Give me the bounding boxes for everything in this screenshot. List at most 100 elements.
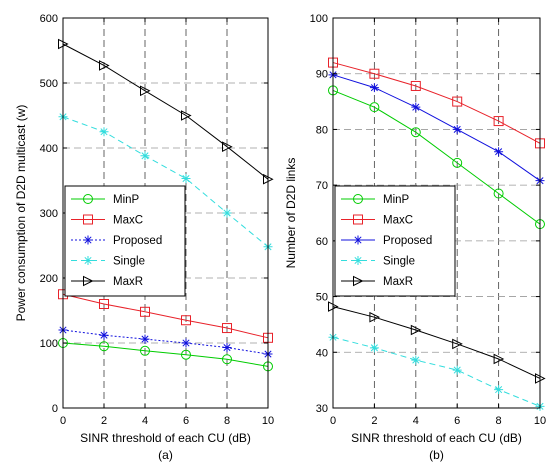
x-tick-label: 8 bbox=[224, 415, 230, 427]
data-point bbox=[99, 60, 110, 71]
data-point bbox=[493, 116, 504, 127]
data-point bbox=[181, 338, 191, 348]
data-point bbox=[181, 349, 191, 360]
legend-box bbox=[334, 185, 456, 297]
data-point bbox=[411, 102, 421, 112]
x-tick-label: 6 bbox=[183, 415, 189, 427]
y-tick-label: 50 bbox=[316, 292, 328, 304]
x-tick-label: 10 bbox=[262, 415, 274, 427]
data-point bbox=[181, 110, 192, 121]
data-point bbox=[222, 343, 232, 353]
y-tick-label: 40 bbox=[316, 347, 328, 359]
legend-marker bbox=[83, 214, 93, 225]
x-tick-label: 4 bbox=[413, 415, 419, 427]
series-minp bbox=[328, 85, 545, 230]
series-line bbox=[332, 89, 541, 225]
y-tick-label: 500 bbox=[40, 78, 58, 90]
x-tick-label: 0 bbox=[60, 415, 66, 427]
y-tick-label: 200 bbox=[40, 273, 58, 285]
data-point bbox=[99, 127, 109, 137]
y-tick-label: 600 bbox=[40, 13, 58, 25]
data-point bbox=[369, 68, 380, 79]
data-point bbox=[140, 85, 151, 97]
data-point bbox=[493, 353, 505, 365]
legend-entry-minp: MinP bbox=[383, 194, 410, 206]
data-point bbox=[140, 345, 150, 356]
legend-entry-maxc: MaxC bbox=[113, 215, 143, 227]
data-point bbox=[99, 299, 109, 309]
legend-marker bbox=[353, 214, 363, 225]
legend-marker bbox=[83, 275, 94, 287]
y-axis-label: Power consumption of D2D multicast (w) bbox=[14, 105, 28, 322]
data-point bbox=[452, 338, 463, 350]
x-tick-label: 2 bbox=[371, 415, 377, 427]
x-tick-label: 8 bbox=[496, 415, 502, 427]
legend-marker bbox=[353, 256, 363, 265]
data-point bbox=[494, 385, 504, 395]
legend-entry-single: Single bbox=[113, 256, 145, 268]
y-tick-label: 90 bbox=[316, 69, 328, 81]
data-point bbox=[140, 306, 150, 317]
data-point bbox=[410, 127, 421, 138]
series-maxc bbox=[328, 57, 545, 149]
data-point bbox=[181, 315, 191, 326]
y-tick-label: 100 bbox=[40, 338, 58, 350]
x-axis-label: SINR threshold of each CU (dB) bbox=[351, 431, 522, 445]
legend-entry-minp: MinP bbox=[113, 194, 140, 206]
data-point bbox=[369, 102, 380, 113]
y-tick-label: 0 bbox=[52, 403, 58, 415]
x-tick-label: 6 bbox=[454, 415, 460, 427]
y-tick-label: 60 bbox=[316, 236, 328, 248]
axes-frame bbox=[332, 17, 541, 409]
series-line bbox=[62, 342, 269, 367]
y-tick-label: 70 bbox=[316, 180, 328, 192]
legend: MinP MaxC Proposed Single MaxR bbox=[64, 185, 186, 297]
data-point bbox=[222, 208, 232, 218]
legend-entry-proposed: Proposed bbox=[113, 235, 162, 247]
data-point bbox=[140, 151, 150, 161]
data-point bbox=[494, 147, 504, 157]
legend-marker bbox=[353, 275, 364, 287]
y-tick-label: 30 bbox=[316, 403, 328, 415]
legend-marker bbox=[83, 256, 93, 265]
data-point bbox=[369, 83, 379, 93]
data-point bbox=[452, 124, 462, 134]
legend-marker bbox=[353, 194, 363, 204]
series-line bbox=[62, 293, 269, 339]
series-line bbox=[332, 74, 541, 182]
x-tick-label: 4 bbox=[142, 415, 148, 427]
data-point bbox=[452, 157, 463, 168]
series-line bbox=[62, 116, 269, 248]
series-line bbox=[332, 62, 541, 144]
data-point bbox=[140, 334, 150, 344]
data-point bbox=[410, 324, 422, 336]
data-point bbox=[493, 188, 504, 199]
y-tick-label: 100 bbox=[310, 13, 328, 25]
data-point bbox=[222, 354, 232, 365]
legend-marker bbox=[353, 235, 363, 245]
legend-marker bbox=[83, 194, 93, 204]
y-tick-label: 400 bbox=[40, 143, 58, 155]
legend-entry-maxr: MaxR bbox=[113, 276, 143, 288]
data-point bbox=[99, 330, 109, 340]
series-line bbox=[332, 306, 541, 379]
legend-entry-single: Single bbox=[383, 256, 415, 268]
data-point bbox=[181, 174, 191, 184]
x-tick-label: 10 bbox=[534, 415, 546, 427]
series-line bbox=[332, 336, 541, 407]
legend-entry-maxc: MaxC bbox=[383, 215, 413, 227]
y-axis-label: Number of D2D links bbox=[284, 158, 298, 269]
x-axis-label: SINR threshold of each CU (dB) bbox=[80, 431, 251, 445]
data-point bbox=[222, 141, 233, 153]
chart-panel-1: 0 2 4 6 8 10 30 40 50 60 70 80 90 100 SINR threshold o… bbox=[284, 13, 546, 462]
data-point bbox=[222, 323, 232, 334]
legend-marker bbox=[83, 235, 93, 245]
y-tick-label: 80 bbox=[316, 124, 328, 136]
data-point bbox=[452, 365, 462, 375]
legend-entry-maxr: MaxR bbox=[383, 276, 413, 288]
legend: MinP MaxC Proposed Single MaxR bbox=[334, 185, 456, 297]
data-point bbox=[369, 343, 379, 353]
data-point bbox=[99, 341, 109, 352]
